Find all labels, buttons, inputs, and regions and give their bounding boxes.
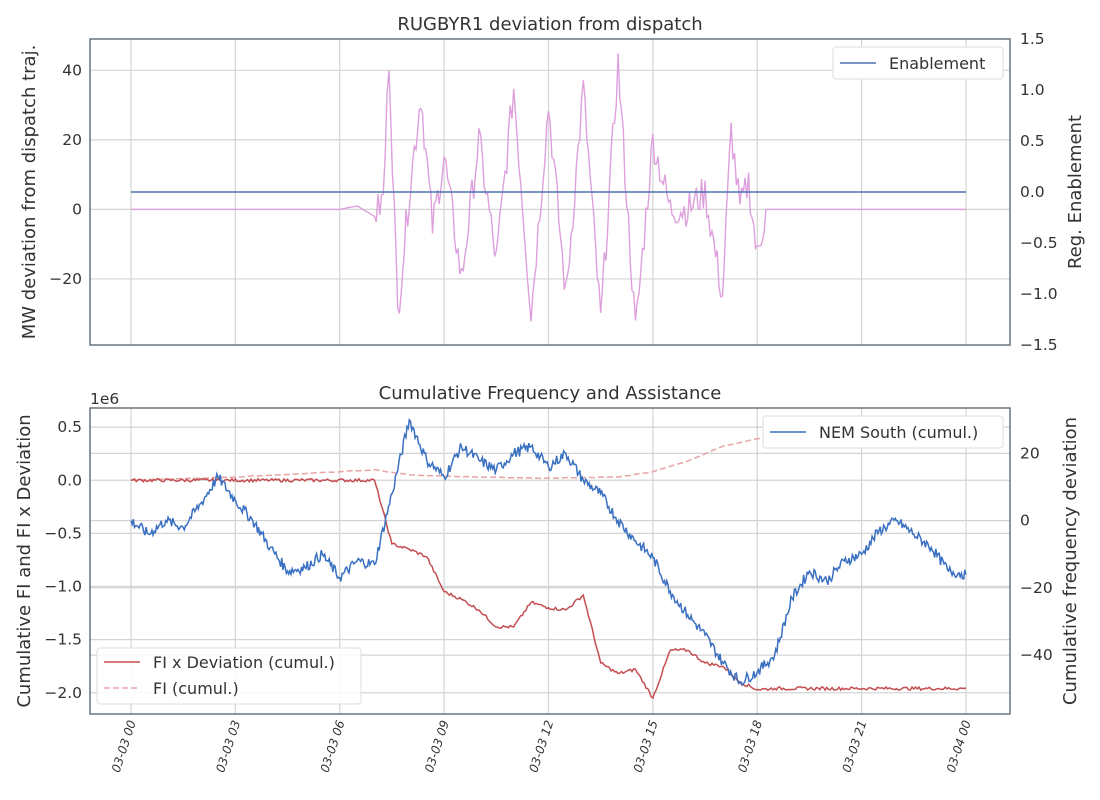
- deviation-panel: −20 0 20 40 −1.5 −1.0 −0.5 0.0 0.5 1.0 1.5 RUGBYR…: [19, 14, 1086, 354]
- fi-legend: FI x Deviation (cumul.) FI (cumul.): [96, 647, 362, 705]
- cumulative-frequency-y-tick-label: −20: [1020, 579, 1053, 597]
- cumulative-frequency-y-tick-label: 0: [1020, 512, 1030, 530]
- deviation-legend-box: [832, 46, 1004, 80]
- enablement-y-tick-label: 0.5: [1020, 132, 1045, 150]
- enablement-y-tick-label: −1.5: [1020, 336, 1058, 354]
- x-tick-label: 03-03 21: [839, 719, 869, 775]
- enablement-y-tick-label: −1.0: [1020, 285, 1058, 303]
- fi-deviation-legend-label: FI x Deviation (cumul.): [153, 653, 335, 672]
- deviation-y-tick-label: 20: [62, 131, 82, 149]
- cumulative-frequency-y-axis-label: Cumulative frequency deviation: [1060, 417, 1081, 705]
- deviation-y-tick-label: 0: [72, 200, 82, 218]
- enablement-y-axis-label: Reg. Enablement: [1065, 115, 1086, 269]
- fi-legend-label: FI (cumul.): [153, 679, 239, 698]
- cumulative-fi-y-tick-label: −1.0: [44, 578, 82, 596]
- fi-legend-box: [96, 647, 362, 705]
- x-tick-label: 03-03 15: [631, 719, 661, 775]
- cumulative-panel-title: Cumulative Frequency and Assistance: [379, 383, 722, 404]
- nem-south-legend: NEM South (cumul.): [762, 415, 1004, 449]
- cumulative-fi-y-tick-label: −2.0: [44, 684, 82, 702]
- nem-south-cumulative-line: [130, 417, 967, 687]
- deviation-panel-title: RUGBYR1 deviation from dispatch: [397, 14, 702, 35]
- x-tick-label: 03-03 00: [109, 718, 139, 774]
- y-axis-offset-label: 1e6: [90, 390, 119, 408]
- nem-south-legend-box: [762, 415, 1004, 449]
- enablement-y-tick-label: 0.0: [1020, 183, 1045, 201]
- deviation-legend: Enablement: [832, 46, 1004, 80]
- cumulative-frequency-y-tick-label: −40: [1020, 646, 1053, 664]
- deviation-y-tick-label: −20: [49, 270, 82, 288]
- enablement-legend-label: Enablement: [889, 54, 985, 73]
- x-tick-label: 03-03 03: [213, 719, 243, 775]
- cumulative-panel-frame: [89, 407, 1011, 715]
- deviation-y-tick-label: 40: [62, 61, 82, 79]
- deviation-y-axis-label: MW deviation from dispatch traj.: [19, 45, 40, 340]
- x-tick-label: 03-03 18: [735, 718, 765, 774]
- x-tick-label: 03-04 00: [944, 718, 974, 774]
- cumulative-fi-y-tick-label: −1.5: [44, 631, 82, 649]
- fi-deviation-cumulative-line: [130, 477, 967, 700]
- x-tick-label: 03-03 06: [318, 718, 348, 774]
- cumulative-fi-y-tick-label: 0.0: [57, 471, 82, 489]
- cumulative-panel: −2.0 −1.5 −1.0 −0.5 0.0 0.5 −40 −20 0 20 Cumulat…: [14, 383, 1081, 774]
- x-tick-label: 03-03 12: [526, 719, 556, 775]
- deviation-panel-frame: [89, 38, 1011, 346]
- nem-south-legend-label: NEM South (cumul.): [819, 423, 978, 442]
- x-tick-label: 03-03 09: [422, 719, 452, 775]
- enablement-y-tick-label: 1.0: [1020, 81, 1045, 99]
- cumulative-fi-y-axis-label: Cumulative FI and FI x Deviation: [14, 414, 35, 707]
- cumulative-frequency-y-tick-label: 20: [1020, 444, 1040, 462]
- deviation-series-line: [131, 53, 966, 322]
- enablement-y-tick-label: 1.5: [1020, 30, 1045, 48]
- cumulative-fi-y-tick-label: 0.5: [57, 418, 82, 436]
- cumulative-fi-y-tick-label: −0.5: [44, 524, 82, 542]
- fi-cumulative-line: [130, 434, 827, 482]
- enablement-y-tick-label: −0.5: [1020, 234, 1058, 252]
